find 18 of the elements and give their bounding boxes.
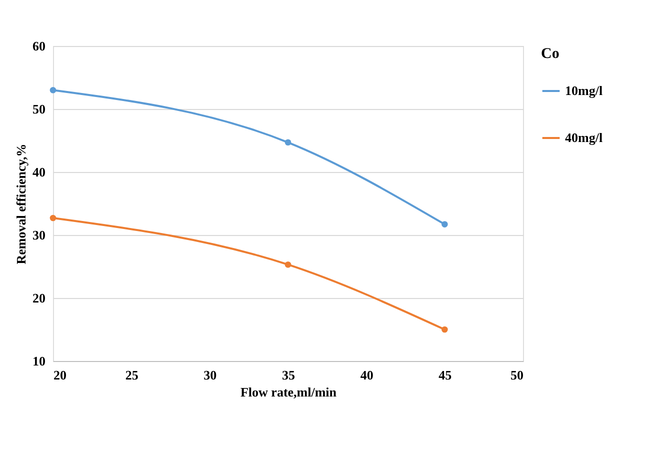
x-tick-label: 25 [125,368,139,382]
x-tick-label: 20 [54,368,66,382]
legend-label: 40mg/l [565,130,603,145]
x-tick-label: 50 [510,368,524,382]
y-tick-label: 10 [32,354,46,368]
y-tick-label: 50 [32,102,46,116]
y-tick-label: 40 [32,164,46,180]
y-tick-label: 20 [32,290,46,306]
y-axis-title: Removal efficiency,% [14,144,28,264]
y-tick-label: 30 [32,228,46,242]
x-tick-label: 40 [360,368,374,382]
y-tick-label: 60 [32,38,46,54]
legend-title: Co [541,46,560,62]
x-tick-label: 35 [282,368,296,382]
legend-label: 10mg/l [565,83,603,98]
x-tick-label: 30 [204,368,217,382]
x-axis-title: Flow rate,ml/min [240,384,338,400]
x-tick-label: 45 [438,368,452,382]
